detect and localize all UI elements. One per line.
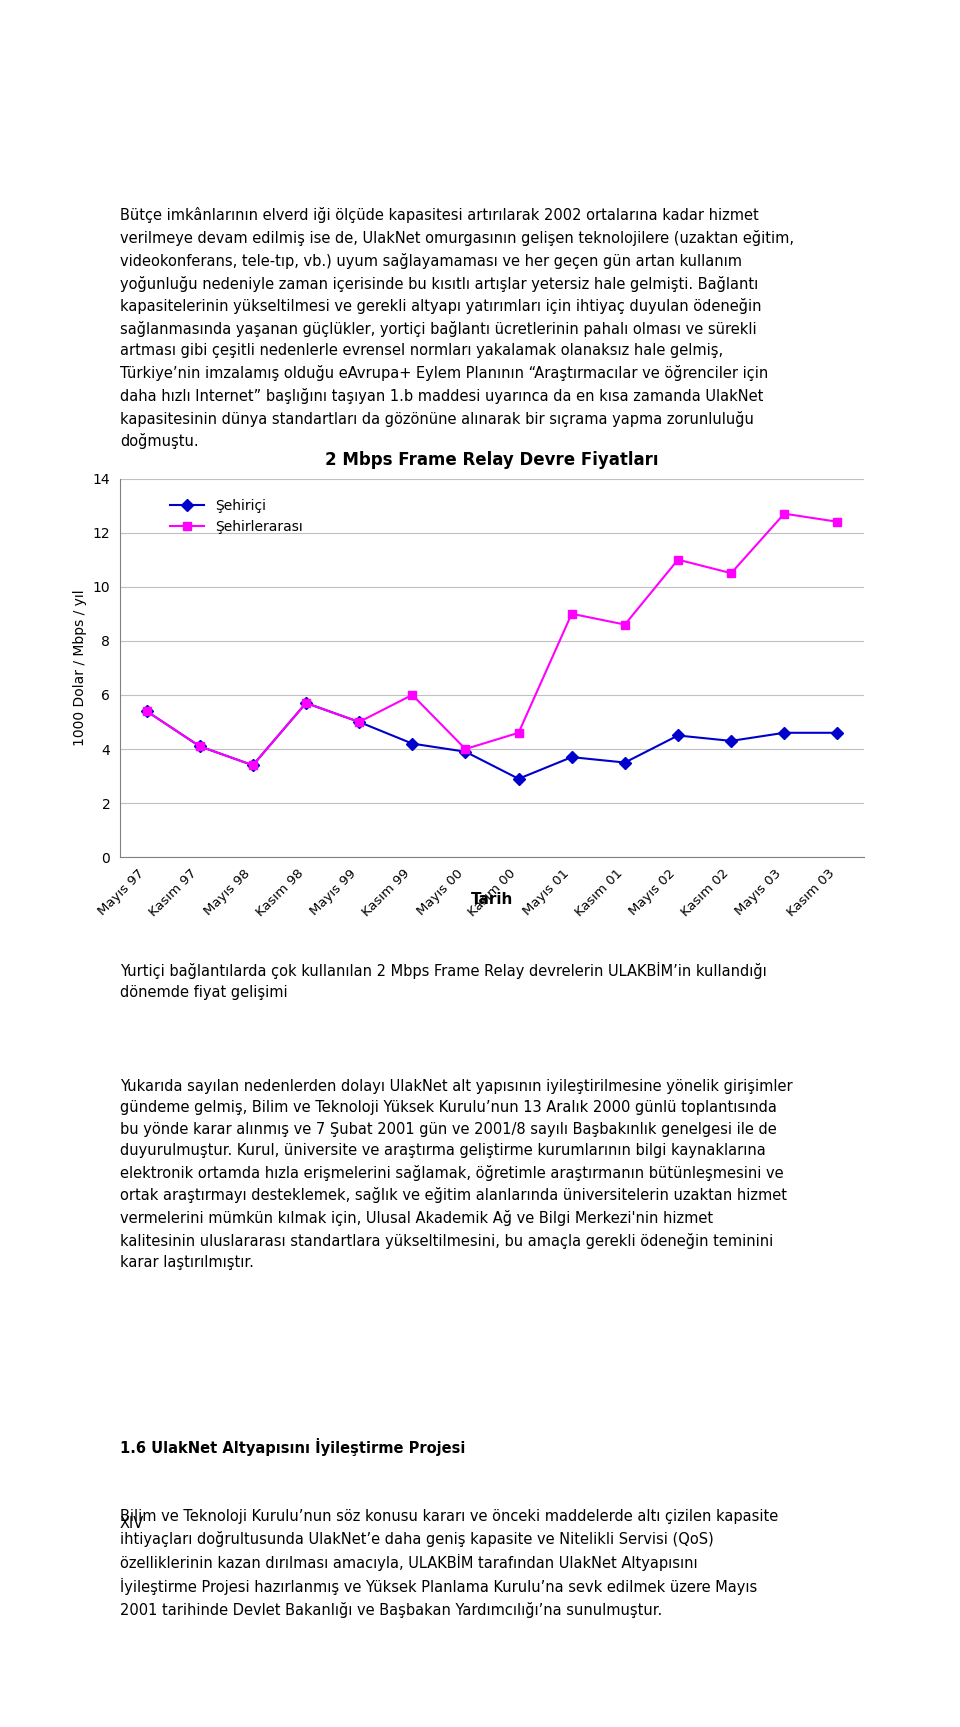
- Line: Şehirlerarası: Şehirlerarası: [142, 509, 842, 770]
- Şehiriçi: [726, 731, 737, 751]
- Şehirlerarası: [672, 549, 684, 570]
- Şehiriçi: [831, 722, 843, 743]
- Şehirlerarası: [566, 603, 578, 623]
- Legend: Şehiriçi, Şehirlerarası: Şehiriçi, Şehirlerarası: [164, 492, 309, 539]
- Text: Bilim ve Teknoloji Kurulu’nun söz konusu kararı ve önceki maddelerde altı çizile: Bilim ve Teknoloji Kurulu’nun söz konusu…: [120, 1509, 779, 1618]
- Y-axis label: 1000 Dolar / Mbps / yıl: 1000 Dolar / Mbps / yıl: [73, 589, 87, 746]
- Şehirlerarası: [726, 563, 737, 584]
- Şehiriçi: [247, 755, 258, 775]
- Şehirlerarası: [141, 701, 153, 722]
- Şehirlerarası: [194, 736, 205, 756]
- Şehiriçi: [194, 736, 205, 756]
- Şehirlerarası: [831, 511, 843, 532]
- Şehirlerarası: [353, 712, 365, 732]
- Text: 1.6 UlakNet Altyapısını İyileştirme Projesi: 1.6 UlakNet Altyapısını İyileştirme Proj…: [120, 1439, 466, 1456]
- Şehirlerarası: [779, 503, 790, 523]
- Text: Bütçe imkânlarının elverd iği ölçüde kapasitesi artırılarak 2002 ortalarına kada: Bütçe imkânlarının elverd iği ölçüde kap…: [120, 207, 794, 449]
- Text: Yurtiçi bağlantılarda çok kullanılan 2 Mbps Frame Relay devrelerin ULAKBİM’in ku: Yurtiçi bağlantılarda çok kullanılan 2 M…: [120, 962, 767, 1000]
- Şehiriçi: [141, 701, 153, 722]
- Şehiriçi: [779, 722, 790, 743]
- Şehirlerarası: [619, 615, 631, 636]
- Şehiriçi: [460, 741, 471, 762]
- Şehiriçi: [619, 753, 631, 774]
- Text: Tarih: Tarih: [470, 891, 514, 907]
- Şehirlerarası: [247, 755, 258, 775]
- Text: XIV: XIV: [120, 1516, 144, 1532]
- Text: Yukarıda sayılan nedenlerden dolayı UlakNet alt yapısının iyileştirilmesine yöne: Yukarıda sayılan nedenlerden dolayı Ulak…: [120, 1079, 793, 1269]
- Title: 2 Mbps Frame Relay Devre Fiyatları: 2 Mbps Frame Relay Devre Fiyatları: [325, 451, 659, 468]
- Şehirlerarası: [513, 722, 524, 743]
- Şehiriçi: [672, 725, 684, 746]
- Şehiriçi: [566, 746, 578, 767]
- Şehiriçi: [353, 712, 365, 732]
- Şehirlerarası: [460, 739, 471, 760]
- Şehirlerarası: [300, 693, 312, 713]
- Şehiriçi: [300, 693, 312, 713]
- Şehiriçi: [406, 734, 418, 755]
- Şehirlerarası: [406, 684, 418, 705]
- Şehiriçi: [513, 769, 524, 789]
- Line: Şehiriçi: Şehiriçi: [142, 699, 842, 782]
